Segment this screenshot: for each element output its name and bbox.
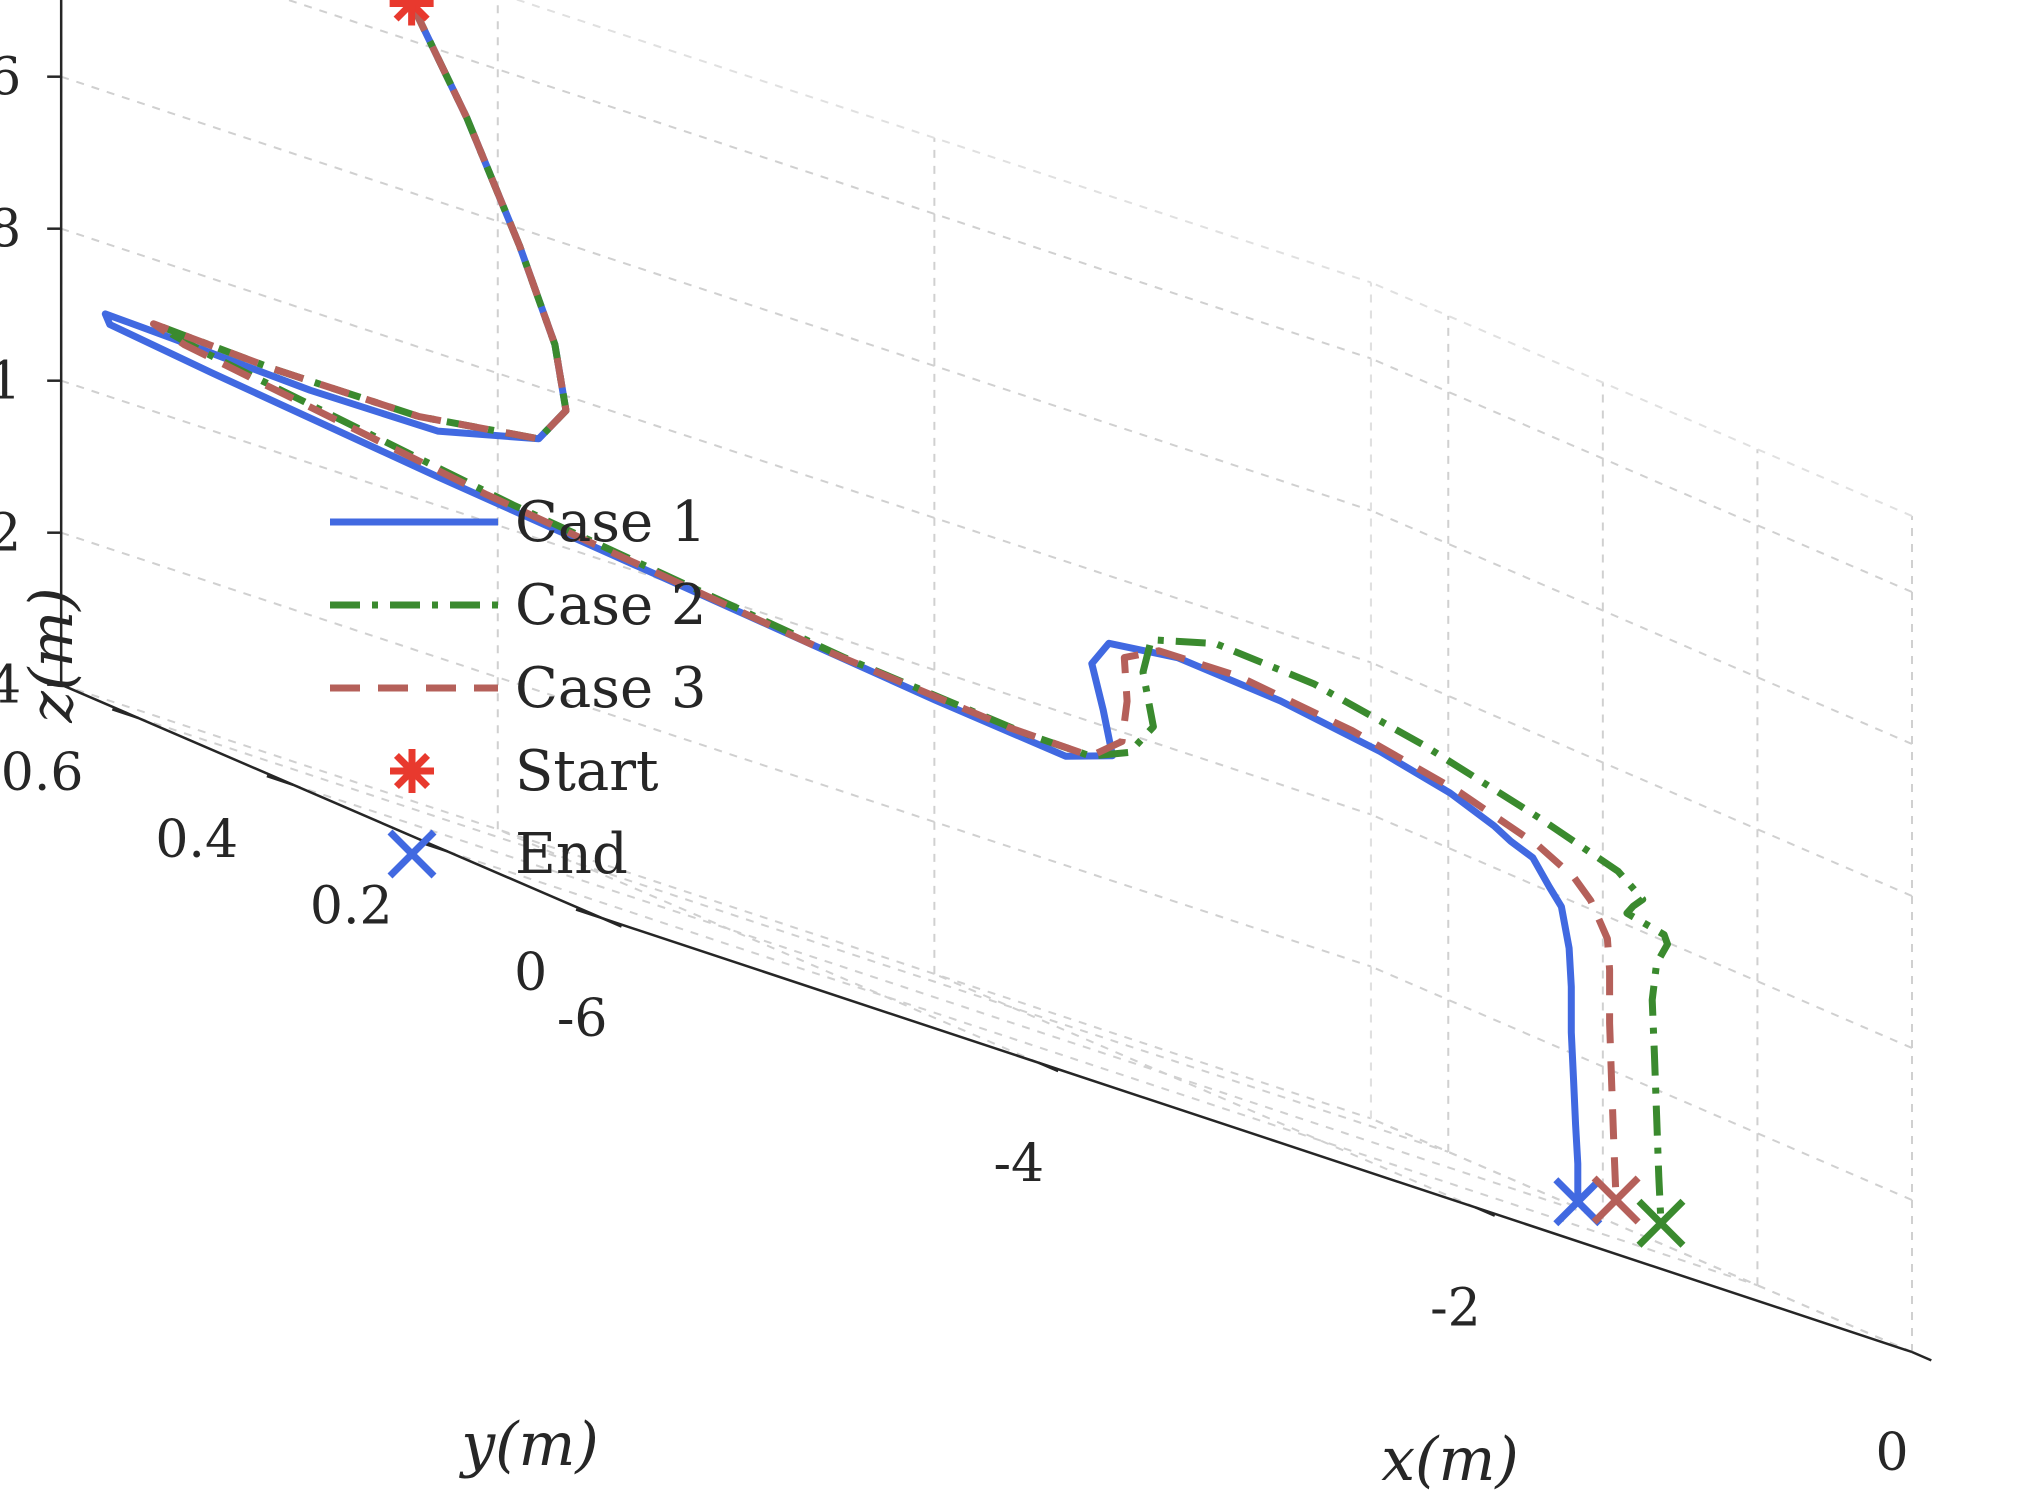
z-tick-label: -0.8	[0, 200, 21, 260]
legend-label: End	[515, 822, 628, 887]
grid-line	[1370, 357, 1913, 593]
y-tick-label: 0	[514, 943, 547, 1003]
grid-line	[1370, 965, 1913, 1201]
x-tick-label: -6	[557, 989, 608, 1049]
x-tick-label: -4	[993, 1134, 1044, 1194]
legend-label: Start	[515, 739, 659, 804]
end-marker	[1591, 1175, 1641, 1225]
z-tick-label: -1.2	[0, 504, 21, 564]
series-line-case-3	[150, 1, 1620, 1201]
grid-line	[285, 0, 1372, 360]
grid-line	[138, 717, 1449, 1153]
x-tick-label: 0	[1875, 1423, 1908, 1483]
y-axis-label: y(m)	[458, 1410, 599, 1480]
asterisk-stroke	[393, 0, 421, 22]
legend-item: Start	[390, 739, 659, 804]
x-tick-mark	[1911, 1350, 1932, 1362]
grid-line	[1370, 813, 1913, 1049]
legend-label: Case 2	[515, 573, 707, 638]
z-tick-label: -1	[0, 352, 21, 412]
legend: Case 1 Case 2 Case 3 Start End	[330, 490, 707, 887]
marker-layer	[389, 0, 1686, 1248]
grid-line	[292, 783, 1604, 1220]
series-line-case-1	[101, 0, 1582, 1206]
y-tick-label: 0.4	[155, 810, 238, 870]
legend-item: Case 1	[330, 490, 707, 555]
legend-item: End	[387, 822, 628, 887]
cross-stroke	[387, 829, 437, 879]
grid-line	[447, 850, 1758, 1287]
x-axis-label: x(m)	[1381, 1425, 1519, 1495]
asterisk-stroke	[393, 752, 431, 790]
z-tick-label: -0.6	[0, 48, 21, 108]
y-tick-mark	[266, 774, 294, 786]
legend-label: Case 3	[515, 656, 707, 721]
legend-item: Case 2	[330, 573, 707, 638]
cross-stroke	[1591, 1175, 1641, 1225]
grid-line	[1370, 509, 1913, 745]
x-axis-line	[601, 917, 1913, 1354]
y-tick-label: 0.2	[310, 876, 393, 936]
cross-stroke	[1636, 1198, 1686, 1248]
z-tick-label: -1.4	[0, 656, 21, 716]
end-marker	[1553, 1177, 1603, 1227]
x-tick-mark	[1474, 1206, 1496, 1217]
pane-edge	[1370, 281, 1913, 517]
x-tick-mark	[601, 917, 623, 928]
legend-end-marker	[387, 829, 437, 879]
start-marker	[389, 0, 434, 26]
y-axis-line	[60, 683, 603, 920]
legend-start-marker	[390, 749, 434, 793]
grid-line	[60, 227, 1372, 664]
legend-item: Case 3	[330, 656, 707, 721]
grid-layer	[60, 0, 1913, 1353]
end-marker	[1636, 1198, 1686, 1248]
grid-line	[1370, 1117, 1913, 1353]
legend-label: Case 1	[515, 490, 707, 555]
grid-line	[933, 972, 1476, 1209]
axes-layer	[47, 0, 1932, 1362]
grid-line	[497, 828, 1040, 1064]
z-axis-label: z(m)	[17, 587, 87, 723]
grid-line	[60, 683, 1372, 1120]
pane-edge	[514, 0, 1372, 284]
y-tick-mark	[111, 708, 139, 720]
y-tick-label: 0.6	[1, 743, 84, 803]
x-tick-label: -2	[1430, 1278, 1481, 1338]
y-tick-mark	[575, 908, 603, 920]
cross-stroke	[1553, 1177, 1603, 1227]
series-layer	[101, 0, 1671, 1224]
grid-line	[60, 75, 1372, 512]
grid-line	[1370, 661, 1913, 897]
series-line-case-2	[150, 1, 1671, 1224]
x-tick-mark	[1038, 1061, 1059, 1073]
grid-line	[60, 531, 1372, 968]
